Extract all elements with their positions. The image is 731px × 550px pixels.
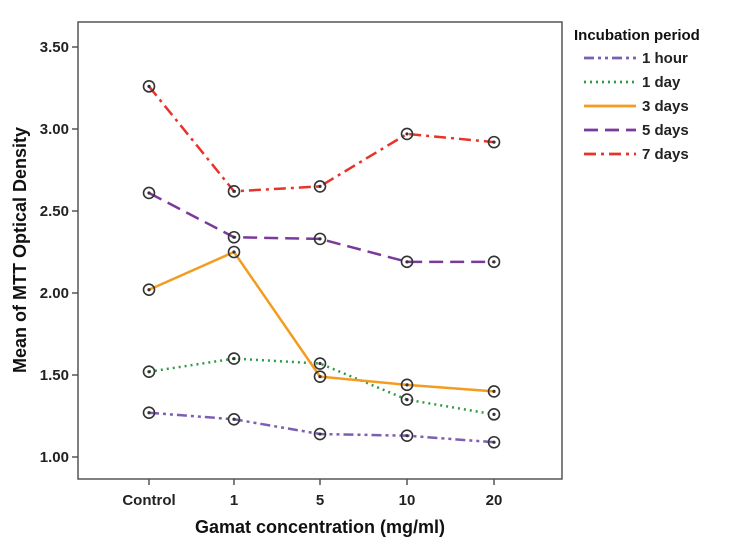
data-point (400, 393, 414, 406)
data-point-center (492, 412, 496, 416)
legend-item: 5 days (584, 122, 689, 139)
legend-label: 1 day (642, 74, 681, 91)
series-line (148, 85, 495, 193)
data-point (487, 385, 501, 398)
data-point (487, 408, 501, 421)
data-point-center (232, 250, 236, 254)
y-axis-title: Mean of MTT Optical Density (10, 127, 30, 373)
data-point (487, 435, 501, 449)
data-point-center (492, 440, 496, 444)
data-point (227, 230, 241, 244)
data-point-center (147, 411, 151, 415)
data-point (313, 370, 327, 383)
x-tick-label: 10 (399, 492, 416, 509)
legend-item: 3 days (584, 98, 689, 115)
y-tick-label: 1.00 (40, 449, 69, 466)
series-line (148, 250, 495, 393)
data-point-center (147, 370, 151, 374)
data-point (227, 412, 241, 426)
data-point (400, 127, 414, 141)
data-point-center (318, 184, 322, 188)
data-point-center (232, 417, 236, 421)
legend-item: 1 day (584, 74, 681, 91)
data-point-center (232, 235, 236, 239)
legend-label: 1 hour (642, 50, 688, 67)
data-point-center (405, 434, 409, 438)
y-tick-label: 3.00 (40, 121, 69, 138)
legend-label: 7 days (642, 146, 689, 163)
y-tick-label: 1.50 (40, 367, 69, 384)
y-tick-label: 2.00 (40, 285, 69, 302)
data-point-center (318, 432, 322, 436)
data-point-center (318, 237, 322, 241)
data-point (313, 180, 327, 193)
series-1-hour (142, 406, 501, 449)
data-point-center (405, 132, 409, 136)
x-tick-label: 5 (316, 492, 324, 509)
series-line (148, 357, 495, 416)
data-point (487, 135, 501, 149)
data-point-center (318, 375, 322, 379)
legend-label: 5 days (642, 122, 689, 139)
data-point-center (318, 361, 322, 366)
legend-label: 3 days (642, 98, 689, 115)
data-point-center (492, 140, 496, 144)
data-point (487, 255, 501, 269)
data-point-center (405, 398, 409, 402)
series-5-days (142, 186, 501, 269)
x-tick-label: 1 (230, 492, 238, 509)
y-tick-label: 2.50 (40, 203, 69, 220)
x-tick-label: Control (122, 492, 175, 509)
series-line (148, 191, 494, 264)
data-point (400, 255, 414, 269)
legend-item: 7 days (584, 146, 689, 163)
data-point (227, 245, 241, 259)
series-3-days (142, 245, 501, 398)
y-tick-label: 3.50 (40, 39, 69, 56)
series-layer (142, 80, 501, 449)
data-point (227, 185, 241, 198)
data-point (142, 406, 156, 420)
x-axis: Control 1 5 10 20 (122, 479, 502, 509)
data-point (227, 352, 241, 365)
series-line (148, 411, 495, 444)
data-point (142, 365, 156, 379)
data-point (142, 80, 156, 93)
data-point-center (405, 260, 409, 264)
data-point-center (147, 191, 151, 195)
data-point-center (147, 288, 151, 292)
y-axis: 1.00 1.50 2.00 2.50 3.00 3.50 (40, 39, 78, 466)
data-point (400, 429, 414, 442)
x-axis-title: Gamat concentration (mg/ml) (195, 517, 445, 537)
data-point (313, 357, 327, 370)
legend-title: Incubation period (574, 27, 700, 44)
x-tick-label: 20 (486, 492, 503, 509)
legend-item: 1 hour (584, 50, 688, 67)
data-point-center (492, 389, 496, 393)
data-point (313, 232, 327, 246)
data-point-center (405, 383, 409, 387)
series-1-day (142, 352, 501, 421)
data-point-center (232, 357, 236, 361)
data-point-center (147, 84, 151, 88)
data-point (142, 283, 156, 297)
data-point (142, 186, 156, 200)
data-point (400, 378, 414, 392)
series-7-days (142, 80, 501, 198)
data-point (313, 427, 327, 441)
data-point-center (232, 189, 236, 193)
legend: Incubation period 1 hour 1 day 3 days 5 day… (574, 27, 700, 163)
data-point-center (492, 260, 496, 264)
